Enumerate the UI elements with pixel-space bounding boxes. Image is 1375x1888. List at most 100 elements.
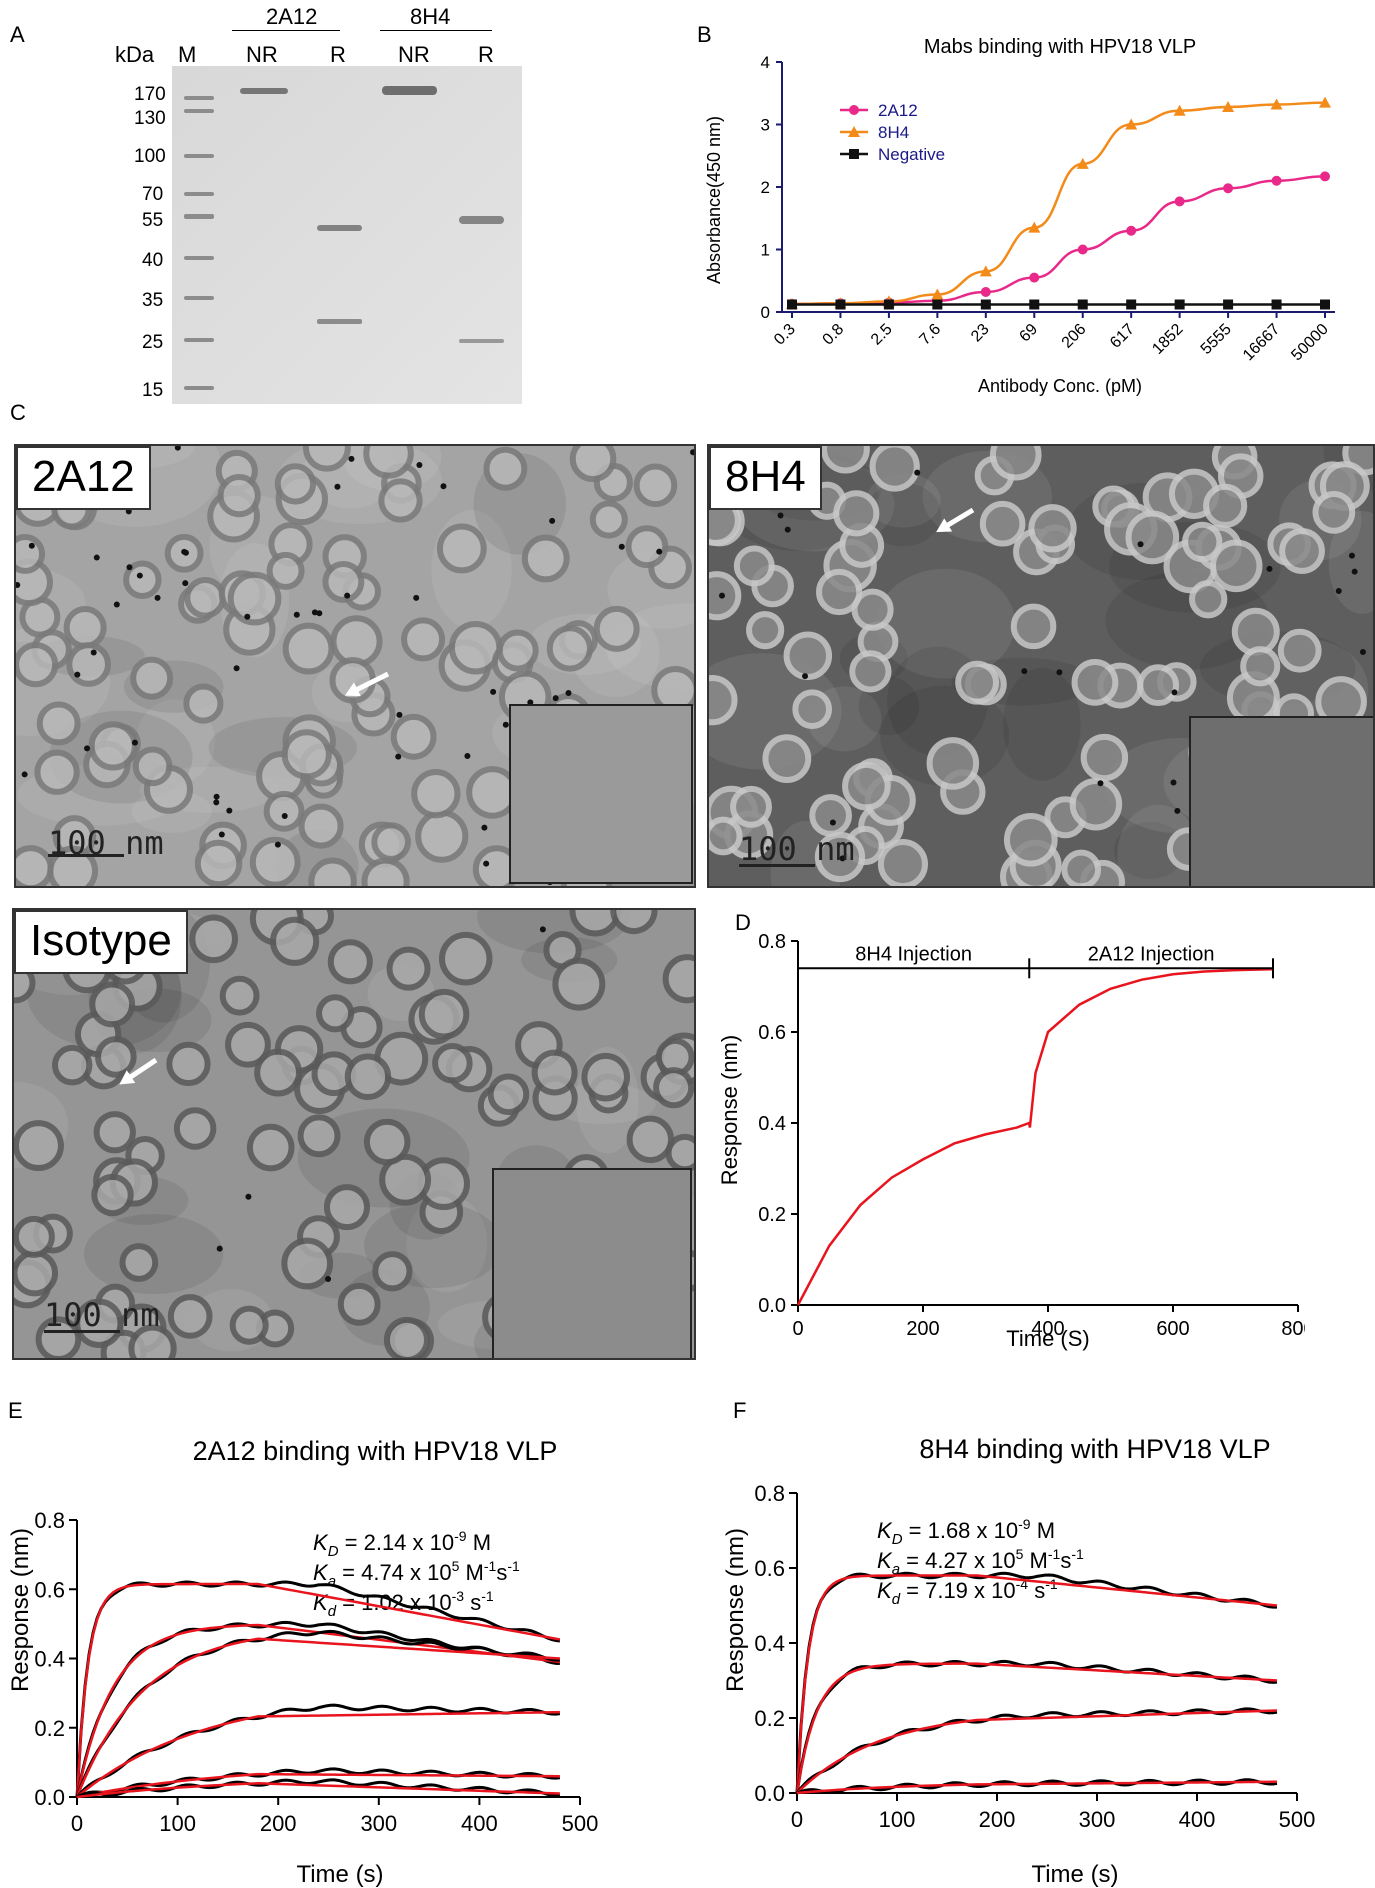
gold-particle (490, 688, 497, 695)
gold-particle (113, 601, 120, 608)
gold-particle (914, 469, 921, 476)
vlp-particle (842, 761, 891, 811)
x-tick-label: 16667 (1240, 321, 1284, 365)
vlp-particle (1209, 539, 1263, 593)
gold-particle (552, 695, 559, 702)
series-group (786, 96, 1331, 310)
vlp-particle (297, 1114, 341, 1158)
vlp-particle (363, 1118, 411, 1166)
measured-trace (795, 1571, 1278, 1794)
vlp-particle (411, 769, 461, 819)
gold-particle (565, 690, 572, 697)
marker-weight: 55 (142, 210, 164, 231)
y-tick-label: 0.0 (34, 1785, 65, 1810)
gold-particle (218, 831, 225, 838)
vlp-particle (1203, 483, 1248, 528)
x-tick-label: 0 (71, 1811, 83, 1836)
tem-shade (1105, 571, 1271, 670)
marker-weight: 130 (134, 108, 166, 129)
scale-bar (44, 1330, 120, 1333)
data-point (1319, 96, 1331, 108)
vlp-particle (88, 721, 138, 771)
vlp-particle (282, 622, 335, 675)
vlp-particle (363, 446, 414, 479)
vlp-particle (194, 839, 243, 886)
chart-title: Mabs binding with HPV18 VLP (924, 36, 1196, 58)
kinetic-constant: Kd = 7.19 x 10-4 s-1 (877, 1576, 1058, 1608)
gold-particle (618, 543, 625, 550)
kinetics-chart-8h4: 8H4 binding with HPV18 VLP 0.00.20.40.60… (722, 1434, 1315, 1888)
measured-trace (795, 1659, 1278, 1794)
vlp-particle (979, 500, 1026, 547)
x-tick-label: 2.5 (868, 321, 896, 349)
vlp-particle (16, 642, 59, 688)
y-tick-label: 0.8 (34, 1508, 65, 1533)
y-tick-label: 0.2 (34, 1716, 65, 1741)
x-tick-label: 800 (1281, 1318, 1305, 1340)
gold-particle (293, 611, 300, 618)
vlp-particle (762, 734, 812, 784)
lane-label: NR (246, 42, 278, 67)
gold-particle (481, 824, 488, 831)
vlp-particle (281, 1237, 334, 1290)
vlp-particle (378, 478, 423, 523)
vlp-particle (35, 1316, 82, 1358)
tem-inset (492, 1168, 692, 1358)
vlp-particle (1240, 646, 1281, 687)
annotation-label: 2A12 Injection (1088, 943, 1215, 965)
data-point (1271, 175, 1282, 186)
vlp-particle (1080, 733, 1129, 782)
tem-inset (1189, 716, 1373, 886)
arrow-head (119, 1070, 136, 1085)
arrow-head (344, 682, 361, 697)
panel-label-c: C (10, 400, 26, 425)
gold-particle (334, 483, 341, 490)
vlp-particle (809, 794, 852, 837)
gold-particle (549, 517, 556, 524)
x-tick-label: 617 (1107, 321, 1138, 352)
legend-marker (848, 126, 860, 137)
x-tick-label: 200 (906, 1318, 939, 1340)
x-tick-label: 206 (1059, 321, 1090, 352)
x-tick-label: 500 (1279, 1807, 1316, 1832)
y-tick-label: 0.6 (758, 1022, 786, 1044)
vlp-particle (1061, 849, 1102, 886)
axes: 0.0 0.2 0.4 0.6 0.8 0 100 200 300 400 500 KD = 1.68… (754, 1481, 1315, 1832)
y-tick-label: 0.2 (754, 1706, 785, 1731)
gold-particle (213, 793, 220, 800)
marker-weight: 25 (142, 332, 164, 353)
vlp-particle (323, 1184, 371, 1231)
kinetic-constant: KD = 2.14 x 10-9 M (313, 1528, 491, 1560)
gold-particle (1266, 565, 1273, 572)
gold-particle (182, 549, 189, 556)
vlp-particle (955, 660, 1000, 705)
vlp-particle (173, 1107, 217, 1150)
vlp-particle (662, 954, 694, 1004)
tem-label: 2A12 (16, 446, 151, 510)
tem-label: Isotype (14, 910, 188, 974)
lane-label: R (478, 42, 494, 67)
fit-curve (795, 1662, 1278, 1794)
vlp-particle (487, 1073, 530, 1116)
gold-particle (244, 613, 251, 620)
data-point (1125, 118, 1138, 130)
data-point (1320, 299, 1330, 310)
vlp-particle (327, 939, 373, 985)
gold-particle (502, 721, 509, 728)
panel-label-d: D (735, 910, 751, 935)
vlp-particle (51, 1044, 93, 1086)
data-point (931, 288, 944, 300)
fit-curve (76, 1782, 560, 1799)
fit-curve (796, 1780, 1278, 1795)
gold-particle (416, 461, 423, 468)
y-tick-label: 0.8 (754, 1481, 785, 1506)
y-tick-label: 1 (761, 241, 770, 260)
scale-label: 100 nm (48, 824, 164, 862)
panel-label-f: F (733, 1398, 747, 1423)
vlp-particle (816, 568, 863, 616)
vlp-particle (227, 571, 282, 626)
gold-particle (396, 711, 403, 718)
vlp-particle (593, 605, 640, 652)
